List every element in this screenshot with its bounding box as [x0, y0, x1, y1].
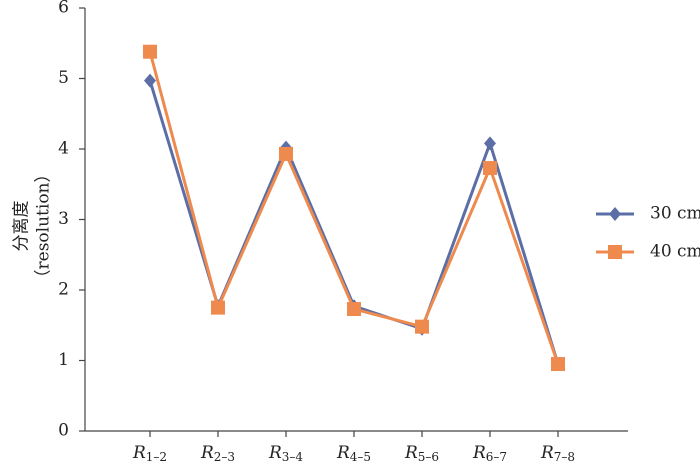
legend-marker — [609, 207, 621, 221]
x-tick-label: R4–5 — [336, 443, 371, 464]
x-tick-label: R2–3 — [200, 443, 235, 464]
x-tick-label: R1–2 — [132, 443, 167, 464]
legend-label: 30 cm — [650, 204, 700, 224]
point — [143, 44, 157, 59]
y-tick-label: 6 — [58, 0, 69, 18]
point — [551, 357, 565, 372]
x-tick-label: R6–7 — [472, 443, 507, 464]
y-tick-label: 4 — [58, 139, 69, 159]
point — [483, 161, 497, 176]
series-line — [148, 51, 560, 365]
point — [144, 73, 156, 88]
series-line — [148, 80, 560, 365]
y-tick-label: 0 — [58, 421, 69, 441]
legend-label: 40 cm — [650, 242, 700, 262]
legend-marker — [608, 245, 622, 259]
point — [415, 319, 429, 334]
y-tick-label: 5 — [58, 68, 69, 88]
y-axis-title: 分离度 （resolution） — [12, 166, 54, 287]
point — [211, 300, 225, 315]
y-label-line: 分离度 — [12, 201, 32, 252]
y-tick-label: 2 — [58, 280, 69, 300]
y-label-line: （resolution） — [34, 166, 54, 287]
point — [347, 302, 361, 317]
point — [484, 136, 496, 151]
x-tick-label: R7–8 — [540, 443, 575, 464]
x-tick-label: R3–4 — [268, 443, 303, 464]
y-tick-label: 1 — [58, 350, 69, 370]
y-tick-label: 3 — [58, 209, 69, 229]
x-tick-label: R5–6 — [404, 443, 439, 464]
point — [279, 146, 293, 161]
